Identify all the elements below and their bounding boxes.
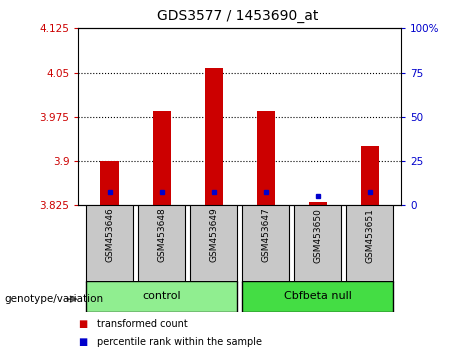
Bar (346, 205, 393, 283)
Bar (138, 205, 185, 283)
Text: GSM453646: GSM453646 (105, 208, 114, 262)
Text: Cbfbeta null: Cbfbeta null (284, 291, 352, 302)
Bar (242, 205, 289, 283)
Bar (86, 281, 237, 312)
Text: GSM453650: GSM453650 (313, 208, 322, 263)
Text: ■: ■ (78, 319, 88, 329)
Text: control: control (142, 291, 181, 302)
Bar (100, 161, 119, 205)
Bar (309, 202, 327, 205)
Text: GSM453647: GSM453647 (261, 208, 270, 262)
Text: GSM453651: GSM453651 (365, 208, 374, 263)
Text: percentile rank within the sample: percentile rank within the sample (97, 337, 262, 347)
Bar (205, 68, 223, 205)
Bar (361, 146, 379, 205)
Bar (295, 205, 341, 283)
Bar (153, 111, 171, 205)
Bar (257, 111, 275, 205)
Text: genotype/variation: genotype/variation (5, 294, 104, 304)
Text: transformed count: transformed count (97, 319, 188, 329)
Text: ■: ■ (78, 337, 88, 347)
Bar (190, 205, 237, 283)
Text: GDS3577 / 1453690_at: GDS3577 / 1453690_at (157, 9, 318, 23)
Bar (86, 205, 133, 283)
Text: GSM453648: GSM453648 (157, 208, 166, 262)
Bar (242, 281, 393, 312)
Text: GSM453649: GSM453649 (209, 208, 218, 262)
